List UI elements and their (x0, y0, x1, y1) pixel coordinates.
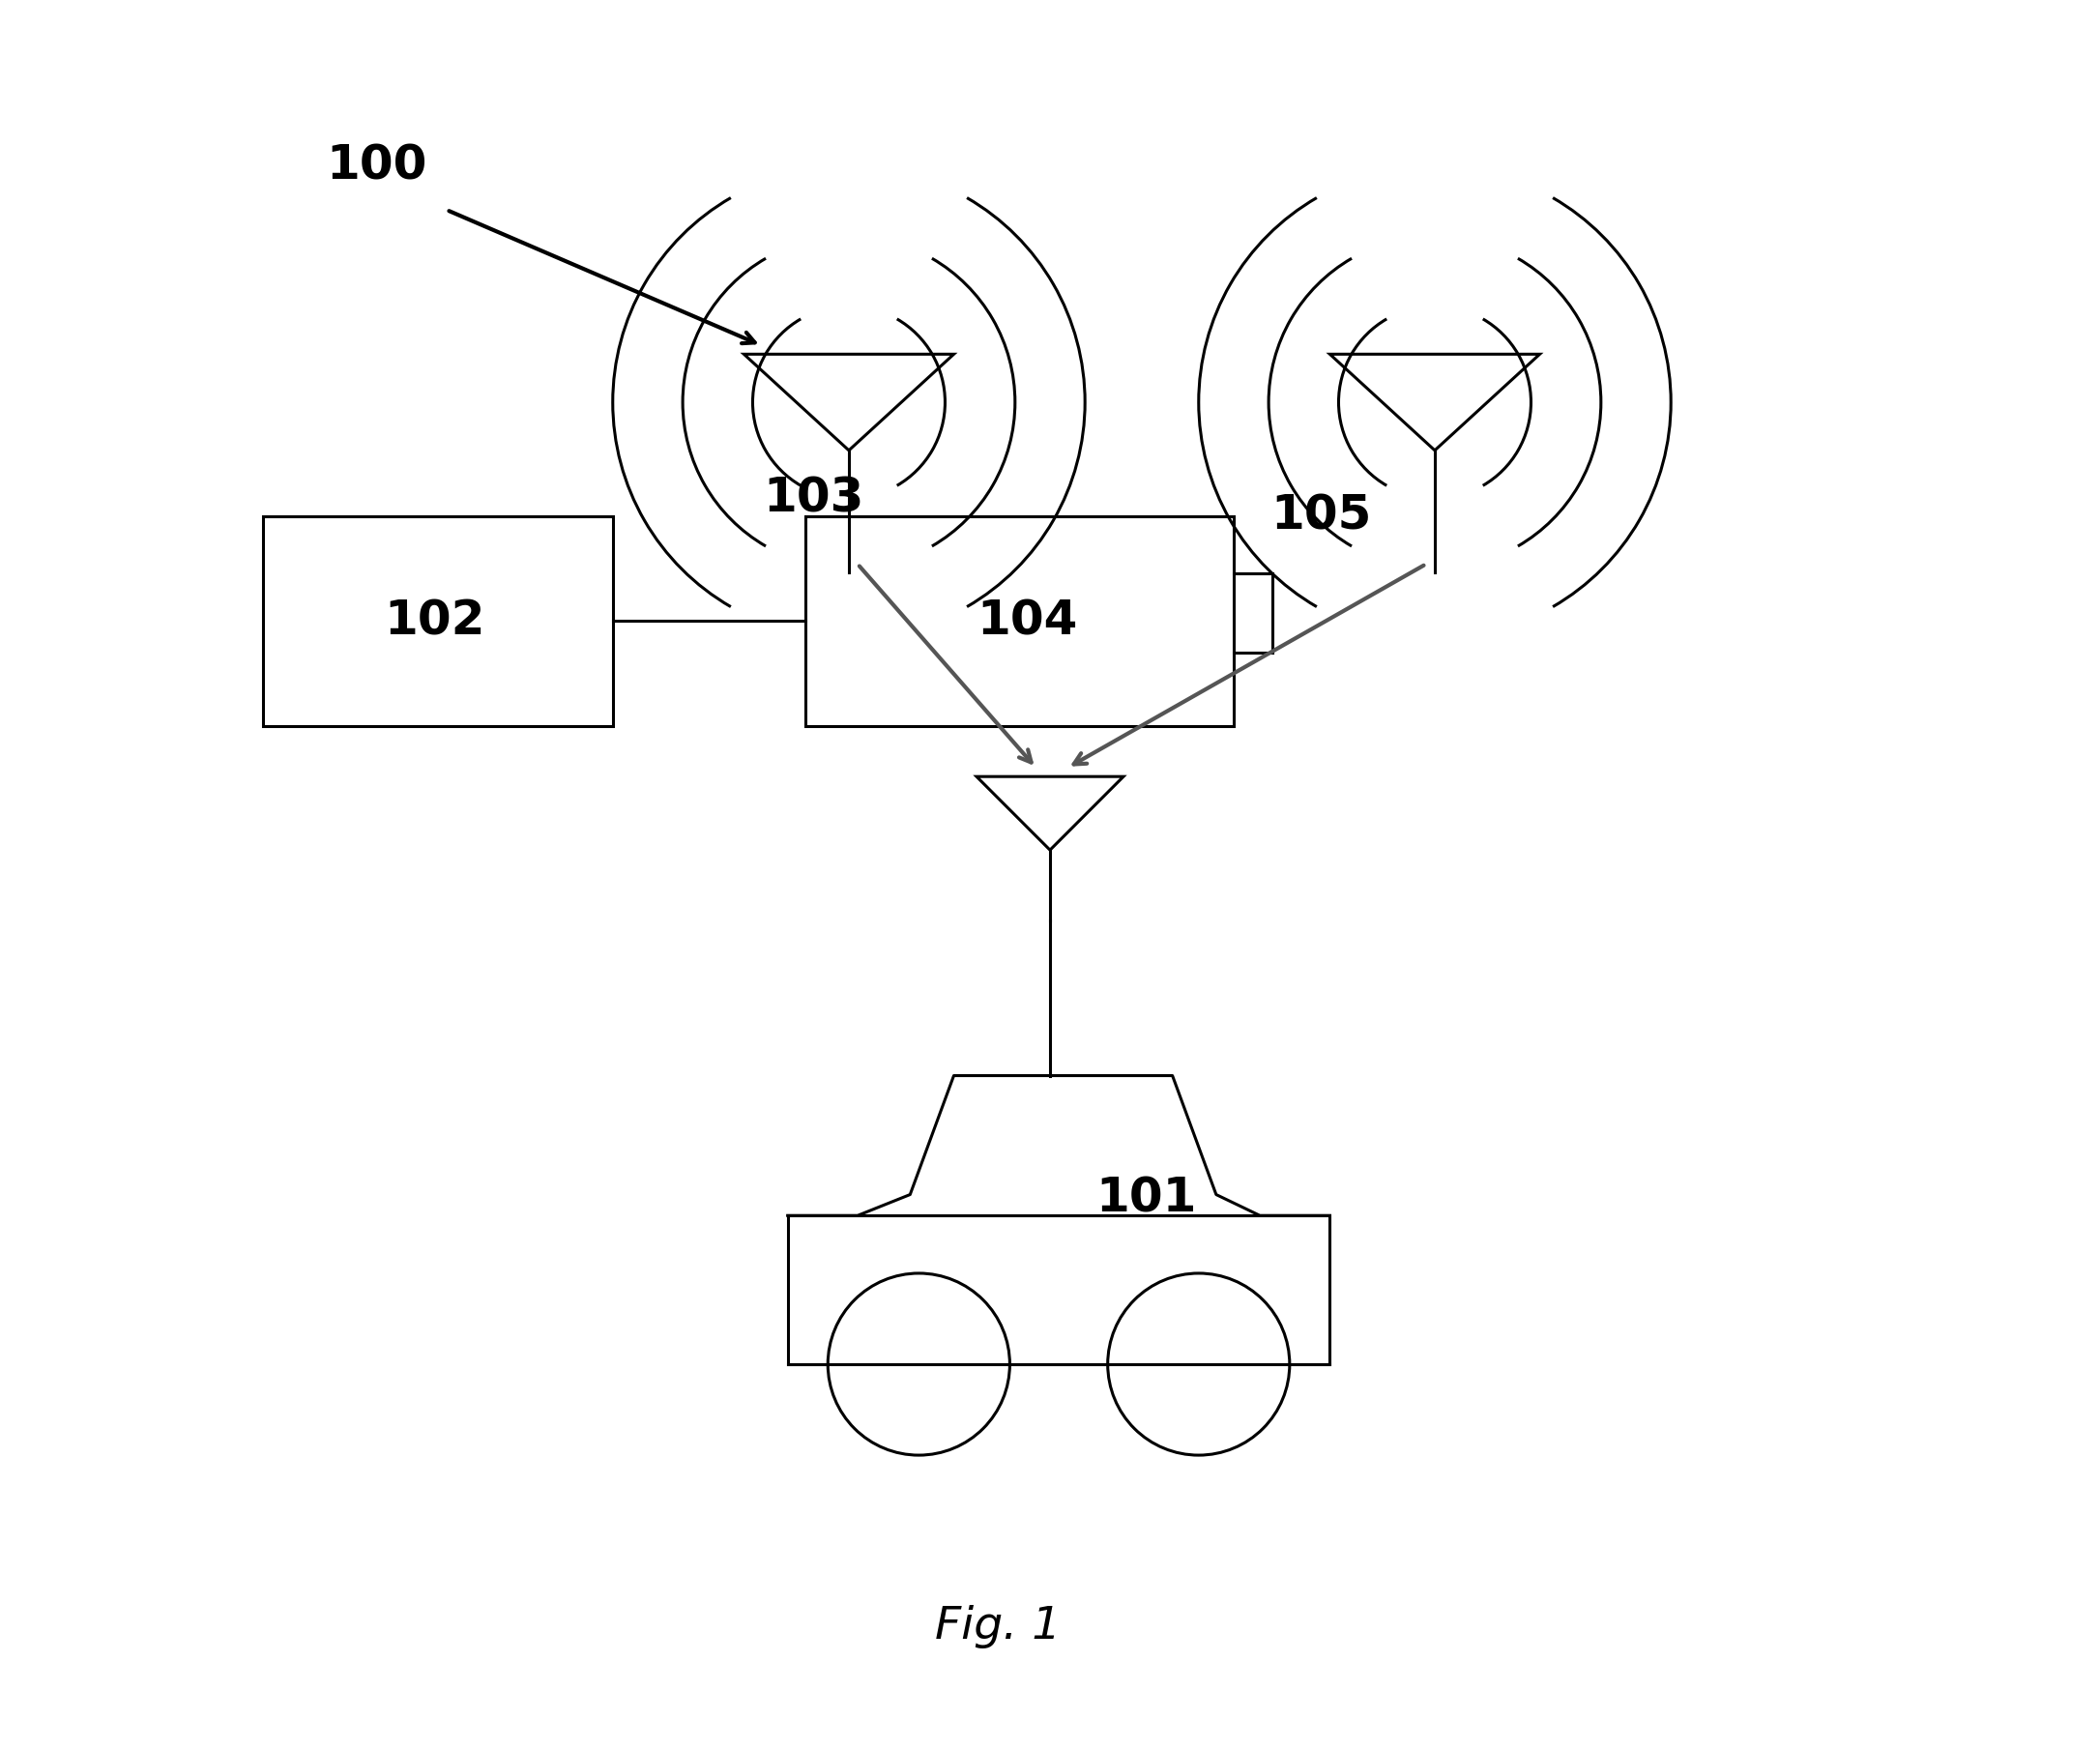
Text: 103: 103 (764, 476, 865, 521)
Text: Fig. 1: Fig. 1 (934, 1606, 1060, 1648)
Bar (262, 516, 613, 726)
Text: 100: 100 (326, 143, 426, 189)
Text: 105: 105 (1270, 493, 1371, 539)
Bar (804, 516, 1233, 726)
Text: 102: 102 (384, 598, 485, 644)
Text: 104: 104 (976, 598, 1077, 644)
Bar (788, 1216, 1329, 1364)
Text: 101: 101 (1096, 1175, 1197, 1221)
